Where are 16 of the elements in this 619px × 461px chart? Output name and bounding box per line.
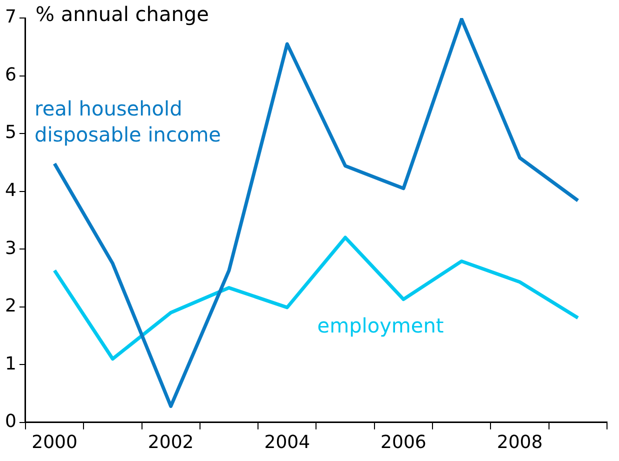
y-tick-label: 4	[5, 180, 16, 201]
x-tick-label: 2008	[496, 432, 543, 453]
x-tick-label: 2006	[380, 432, 426, 453]
y-tick-label: 0	[5, 411, 16, 432]
y-tick-label: 6	[5, 64, 16, 86]
x-tick-label: 2002	[148, 432, 194, 453]
y-tick-label: 1	[5, 353, 16, 374]
series-label: real household disposable income	[34, 96, 221, 147]
series-label: employment	[317, 313, 444, 338]
y-tick-label: 3	[5, 238, 16, 259]
y-tick-label: 7	[5, 6, 16, 28]
y-tick-label: 2	[5, 296, 16, 317]
y-tick-label: 5	[5, 122, 16, 144]
y-axis-title: % annual change	[35, 2, 209, 26]
x-tick-label: 2000	[32, 432, 78, 453]
x-tick-label: 2004	[264, 432, 310, 453]
